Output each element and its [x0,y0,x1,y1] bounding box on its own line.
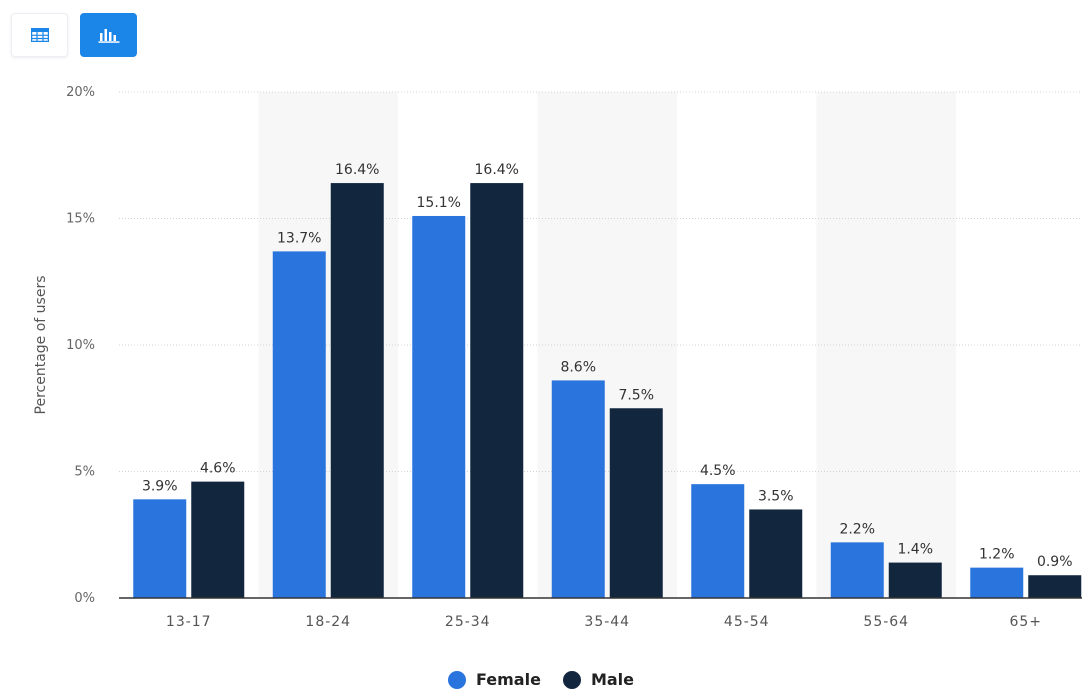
x-tick-label: 13-17 [166,614,212,630]
legend-swatch-male [562,670,581,689]
data-label: 0.9% [1037,554,1073,570]
data-label: 16.4% [475,162,519,178]
bar-female [691,484,745,598]
bar-male [888,562,942,598]
bar-female [970,567,1024,598]
bar-chart: 0% 5% 10% 15% 20% Percentage of users 3.9% 4.6%… [33,85,1082,630]
bar-female [830,542,884,598]
bar-male [330,183,384,598]
data-label: 4.5% [700,463,736,479]
view-toolbar [11,13,137,57]
legend-label-female: Female [476,670,541,689]
legend-item-female[interactable]: Female [448,670,541,689]
data-label: 13.7% [277,230,321,246]
data-label: 8.6% [560,359,596,375]
data-label: 4.6% [200,461,236,477]
bar-male [191,481,245,598]
legend-item-male[interactable]: Male [562,670,634,689]
bar-female [551,380,605,598]
x-tick-label: 55-64 [863,614,909,630]
table-view-button[interactable] [11,13,68,57]
x-tick-label: 45-54 [724,614,770,630]
data-label: 3.9% [142,478,178,494]
bar-female [412,215,466,598]
data-label: 7.5% [618,387,654,403]
data-label: 2.2% [839,521,875,537]
data-label: 15.1% [417,195,461,211]
bar-chart-icon [98,29,119,43]
bar-male [1028,575,1082,598]
y-tick-label: 15% [66,212,95,227]
chart-legend: Female Male [0,670,1082,689]
x-tick-label: 65+ [1009,614,1042,630]
bar-male [470,183,524,598]
bar-female [133,499,187,598]
y-tick-label: 20% [66,85,95,100]
y-tick-label: 0% [74,591,95,606]
bar-male [609,408,663,598]
table-icon [30,28,49,42]
x-tick-label: 18-24 [305,614,351,630]
y-tick-label: 5% [74,465,95,480]
y-tick-label: 10% [66,338,95,353]
x-tick-label: 35-44 [584,614,630,630]
legend-label-male: Male [590,670,634,689]
legend-swatch-female [448,670,466,689]
bar-female [272,251,326,598]
y-axis-title: Percentage of users [33,276,49,415]
data-label: 3.5% [758,488,794,504]
data-label: 16.4% [335,162,379,178]
data-label: 1.4% [897,542,933,558]
bar-male [749,509,803,598]
x-tick-label: 25-34 [445,614,491,630]
chart-view-button[interactable] [80,13,137,57]
data-label: 1.2% [979,547,1015,563]
